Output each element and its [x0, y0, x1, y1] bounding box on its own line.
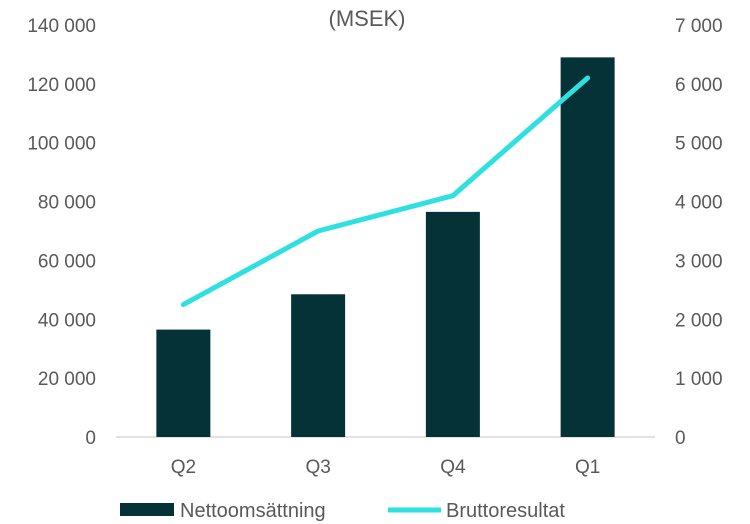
right-tick-label: 2 000 — [675, 310, 723, 331]
right-tick-label: 1 000 — [675, 369, 723, 390]
left-axis-ticks: 0 20 000 40 000 60 000 80 000 100 000 120 000 1… — [27, 16, 96, 449]
legend-swatch-nettoomsattning — [120, 503, 174, 516]
right-tick-label: 6 000 — [675, 75, 723, 96]
bar-series — [156, 57, 615, 437]
right-tick-label: 4 000 — [675, 193, 723, 214]
legend-label-nettoomsattning: Nettoomsättning — [180, 500, 326, 522]
x-tick-label: Q2 — [171, 457, 196, 478]
x-tick-label: Q3 — [305, 457, 330, 478]
right-tick-label: 5 000 — [675, 134, 723, 155]
line-series-bruttoresultat — [180, 75, 591, 308]
left-tick-label: 40 000 — [38, 310, 96, 331]
left-tick-label: 20 000 — [38, 369, 96, 390]
legend: Nettoomsättning Bruttoresultat — [120, 500, 565, 522]
bar-nettoomsattning — [560, 57, 615, 437]
left-tick-label: 120 000 — [27, 75, 96, 96]
bar-nettoomsattning — [291, 294, 346, 437]
left-tick-label: 140 000 — [27, 16, 96, 37]
right-axis-ticks: 0 1 000 2 000 3 000 4 000 5 000 6 000 7 000 — [675, 16, 723, 449]
left-tick-label: 80 000 — [38, 193, 96, 214]
bar-nettoomsattning — [425, 211, 480, 437]
x-tick-label: Q1 — [575, 457, 600, 478]
bar-nettoomsattning — [156, 329, 211, 437]
left-tick-label: 100 000 — [27, 134, 96, 155]
right-tick-label: 3 000 — [675, 251, 723, 272]
left-tick-label: 0 — [85, 428, 96, 449]
chart-title: (MSEK) — [329, 6, 406, 31]
legend-label-bruttoresultat: Bruttoresultat — [446, 500, 565, 522]
right-tick-label: 0 — [675, 428, 686, 449]
left-tick-label: 60 000 — [38, 251, 96, 272]
x-tick-label: Q4 — [440, 457, 466, 478]
right-tick-label: 7 000 — [675, 16, 723, 37]
x-axis-ticks: Q2 Q3 Q4 Q1 — [171, 457, 601, 478]
